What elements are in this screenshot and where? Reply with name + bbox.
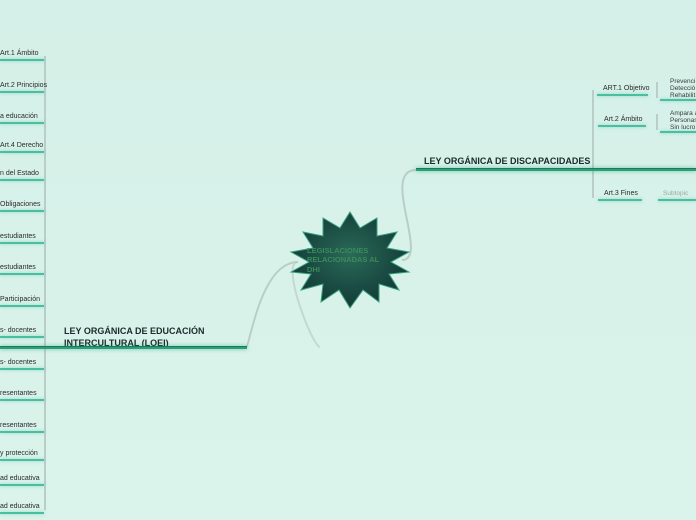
left-item-bar: [0, 431, 44, 433]
right-item[interactable]: ART.1 Objetivo: [603, 85, 650, 92]
right-detail[interactable]: Prevenci: [670, 78, 695, 85]
left-item-bar: [0, 91, 44, 93]
left-item-bar: [0, 305, 44, 307]
left-item[interactable]: Art.2 Principios: [0, 82, 47, 89]
left-item-bar: [0, 336, 44, 338]
right-branch-underline: [416, 168, 696, 171]
right-branch-header[interactable]: LEY ORGÁNICA DE DISCAPACIDADES: [424, 156, 604, 168]
center-title: LEGISLACIONES RELACIONADAS AL DHI: [307, 246, 393, 274]
left-item-bar: [0, 151, 44, 153]
left-item-bar: [0, 122, 44, 124]
left-item[interactable]: n del Estado: [0, 170, 39, 177]
left-item[interactable]: s- docentes: [0, 359, 36, 366]
left-item[interactable]: resentantes: [0, 390, 37, 397]
center-title-line1: LEGISLACIONES: [307, 246, 368, 255]
right-detail[interactable]: Sin lucro: [670, 124, 695, 131]
left-item-bar: [0, 273, 44, 275]
right-item[interactable]: Art.3 Fines: [604, 190, 638, 197]
left-item[interactable]: estudiantes: [0, 233, 36, 240]
left-item-bar: [0, 399, 44, 401]
left-item-bar: [0, 459, 44, 461]
left-item-bar: [0, 210, 44, 212]
center-node: LEGISLACIONES RELACIONADAS AL DHI: [290, 220, 410, 300]
center-title-line3: DHI: [307, 265, 320, 274]
right-item-bar: [598, 199, 642, 201]
left-item[interactable]: estudiantes: [0, 264, 36, 271]
right-detail-bar: [658, 199, 696, 201]
right-detail-connector-2: [656, 114, 658, 130]
left-item[interactable]: Art.1 Ámbito: [0, 50, 39, 57]
left-branch-underline: [0, 346, 247, 349]
left-item-bar: [0, 179, 44, 181]
left-branch-header-line1: LEY ORGÁNICA DE EDUCACIÓN: [64, 326, 205, 336]
left-item[interactable]: resentantes: [0, 422, 37, 429]
right-detail-connector-1: [656, 82, 658, 98]
right-stack-connector: [592, 90, 594, 198]
left-item[interactable]: Participación: [0, 296, 40, 303]
right-branch-header-text: LEY ORGÁNICA DE DISCAPACIDADES: [424, 156, 590, 166]
left-item[interactable]: s- docentes: [0, 327, 36, 334]
right-item-bar: [597, 94, 648, 96]
right-item[interactable]: Art.2 Ámbito: [604, 116, 643, 123]
left-item[interactable]: ad educativa: [0, 475, 40, 482]
left-item[interactable]: Obligaciones: [0, 201, 40, 208]
left-item[interactable]: a educación: [0, 113, 38, 120]
center-title-line2: RELACIONADAS AL: [307, 255, 379, 264]
right-detail[interactable]: Ampara a: [670, 110, 696, 117]
right-item-bar: [598, 125, 646, 127]
left-stack-connector: [44, 56, 46, 510]
right-detail[interactable]: Personas j: [670, 117, 696, 124]
right-detail-bar: [660, 131, 696, 133]
left-item-bar: [0, 512, 44, 514]
left-item[interactable]: Art.4 Derecho: [0, 142, 43, 149]
left-item-bar: [0, 242, 44, 244]
left-item[interactable]: y protección: [0, 450, 38, 457]
right-detail-bar: [660, 99, 696, 101]
left-item-bar: [0, 484, 44, 486]
left-item[interactable]: ad educativa: [0, 503, 40, 510]
left-item-bar: [0, 368, 44, 370]
right-detail[interactable]: Rehabilit: [670, 92, 695, 99]
right-detail[interactable]: Detecció: [670, 85, 695, 92]
left-item-bar: [0, 59, 44, 61]
right-subtopic[interactable]: Subtopic: [663, 190, 688, 197]
